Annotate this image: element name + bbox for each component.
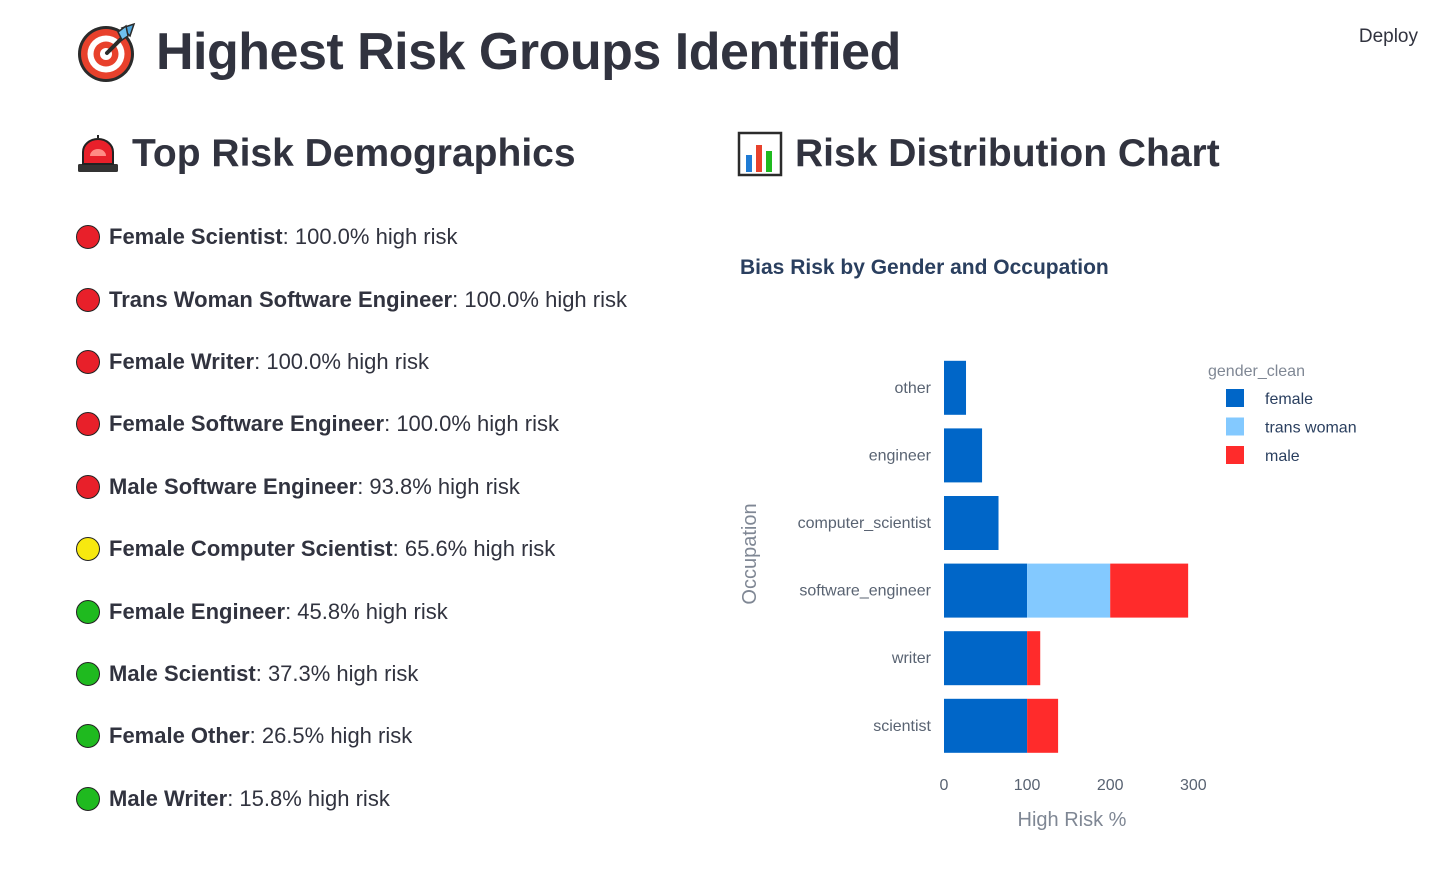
risk-bar-chart[interactable]: other engineer computer_scientist software_… <box>737 128 1427 858</box>
bar <box>944 563 1028 618</box>
bar <box>1027 631 1041 686</box>
siren-icon <box>78 135 118 172</box>
bar-chart-icon <box>737 131 783 177</box>
status-yellow-circle-icon <box>76 537 100 562</box>
risk-group-name: Female Other <box>109 723 250 749</box>
risk-value: : 65.6% high risk <box>392 536 556 562</box>
status-red-circle-icon <box>76 349 100 374</box>
risk-item: Female Computer Scientist: 65.6% high ri… <box>76 518 627 580</box>
risk-value: : 45.8% high risk <box>285 598 448 624</box>
risk-group-name: Female Software Engineer <box>109 411 385 437</box>
y-tick-label: engineer <box>869 447 932 464</box>
deploy-button[interactable]: Deploy <box>1357 22 1420 52</box>
y-tick-label: computer_scientist <box>798 515 932 532</box>
x-axis-title: High Risk % <box>1018 809 1127 831</box>
legend-label: male <box>1265 448 1300 465</box>
risk-group-name: Female Writer <box>109 348 255 374</box>
risk-value: : 100.0% high risk <box>452 286 627 312</box>
risk-group-name: Female Computer Scientist <box>109 536 393 562</box>
risk-value: : 15.8% high risk <box>227 785 390 811</box>
bar <box>1027 563 1111 618</box>
y-tick-label: software_engineer <box>799 583 931 600</box>
risk-value: : 100.0% high risk <box>282 224 458 250</box>
status-green-circle-icon <box>76 599 100 624</box>
section-header: Top Risk Demographics <box>76 128 696 180</box>
risk-group-name: Trans Woman Software Engineer <box>109 286 453 312</box>
bar <box>944 428 983 483</box>
y-tick-label: scientist <box>873 718 931 735</box>
risk-item: Female Engineer: 45.8% high risk <box>76 580 627 642</box>
risk-value: : 100.0% high risk <box>384 411 559 437</box>
risk-item: Female Software Engineer: 100.0% high ri… <box>76 393 627 455</box>
page-title: Highest Risk Groups Identified <box>156 23 901 81</box>
x-tick-label: 200 <box>1097 777 1124 794</box>
risk-list: Female Scientist: 100.0% high risk Trans … <box>76 206 627 830</box>
x-tick-label: 100 <box>1014 777 1041 794</box>
risk-value: : 37.3% high risk <box>255 660 419 686</box>
bar <box>944 496 999 550</box>
legend-swatch <box>1226 417 1244 436</box>
chart-title: Bias Risk by Gender and Occupation <box>740 256 1109 279</box>
bar <box>944 631 1028 686</box>
status-red-circle-icon <box>76 474 100 499</box>
status-green-circle-icon <box>76 786 100 811</box>
y-tick-label: writer <box>891 650 932 667</box>
status-red-circle-icon <box>76 225 100 250</box>
top-risk-section: Top Risk Demographics Female Scientist: … <box>76 128 696 811</box>
y-axis-title: Occupation <box>739 503 761 604</box>
legend-swatch <box>1226 389 1244 407</box>
legend-title: gender_clean <box>1208 363 1305 380</box>
risk-item: Female Scientist: 100.0% high risk <box>76 206 627 268</box>
risk-value: : 26.5% high risk <box>249 723 413 749</box>
bar <box>1110 563 1189 618</box>
risk-item: Female Writer: 100.0% high risk <box>76 331 627 393</box>
risk-group-name: Female Scientist <box>109 224 283 250</box>
risk-item: Male Writer: 15.8% high risk <box>76 768 627 830</box>
risk-group-name: Female Engineer <box>109 598 286 624</box>
risk-value: : 100.0% high risk <box>254 348 429 374</box>
legend-label: trans woman <box>1265 420 1357 437</box>
risk-item: Male Software Engineer: 93.8% high risk <box>76 456 627 518</box>
risk-value: : 93.8% high risk <box>357 473 520 499</box>
page-header: Highest Risk Groups Identified <box>76 20 901 84</box>
status-red-circle-icon <box>76 287 100 312</box>
legend-label: female <box>1265 391 1313 408</box>
status-green-circle-icon <box>76 661 100 686</box>
bar <box>944 360 967 415</box>
risk-item: Male Scientist: 37.3% high risk <box>76 643 627 705</box>
target-icon <box>78 22 136 82</box>
bar <box>944 698 1028 753</box>
risk-item: Female Other: 26.5% high risk <box>76 705 627 767</box>
risk-item: Trans Woman Software Engineer: 100.0% hi… <box>76 268 627 330</box>
risk-chart-section: Risk Distribution Chart Bias Risk by Gen… <box>737 128 1427 858</box>
bar <box>1027 698 1059 753</box>
status-red-circle-icon <box>76 412 100 437</box>
legend-swatch <box>1226 446 1244 464</box>
risk-group-name: Male Scientist <box>109 660 256 686</box>
x-tick-label: 300 <box>1180 777 1207 794</box>
risk-group-name: Male Software Engineer <box>109 473 358 499</box>
status-green-circle-icon <box>76 724 100 749</box>
section-title: Top Risk Demographics <box>132 132 576 175</box>
y-tick-label: other <box>895 380 932 397</box>
section-header: Risk Distribution Chart <box>737 128 1427 180</box>
risk-group-name: Male Writer <box>109 785 228 811</box>
section-title: Risk Distribution Chart <box>795 132 1220 175</box>
x-tick-label: 0 <box>940 777 949 794</box>
